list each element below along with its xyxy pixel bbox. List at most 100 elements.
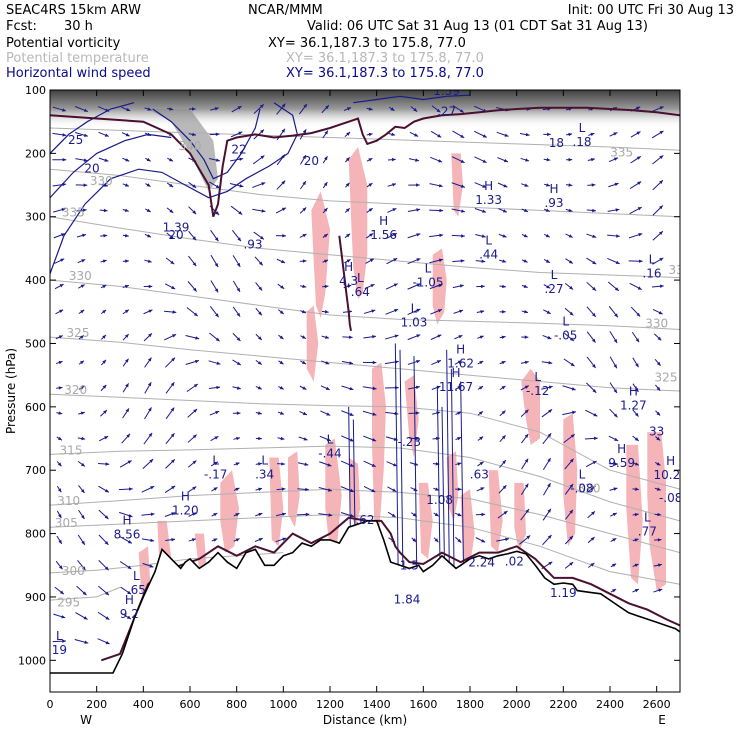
wind-vector-head bbox=[126, 433, 131, 438]
wind-vector bbox=[276, 180, 286, 190]
wind-vector bbox=[452, 130, 465, 139]
wind-vector-head bbox=[345, 208, 350, 212]
wind-vector-head bbox=[368, 107, 373, 111]
wind-vector bbox=[56, 386, 63, 390]
wind-vector bbox=[300, 335, 307, 340]
wind-vector bbox=[608, 435, 619, 442]
wind-vector bbox=[387, 486, 397, 493]
theta-contour-label: 305 bbox=[55, 516, 78, 530]
wind-vector-head bbox=[659, 180, 663, 184]
wind-vector bbox=[543, 157, 551, 162]
wind-vector bbox=[52, 182, 67, 187]
wind-vector bbox=[653, 588, 663, 593]
center-name: NCAR/MMM bbox=[248, 3, 323, 18]
wind-vector-head bbox=[461, 209, 465, 213]
wind-vector bbox=[56, 510, 62, 519]
wind-vector-head bbox=[236, 337, 241, 342]
wind-vector bbox=[253, 104, 265, 114]
pv-extremum-value: .34 bbox=[255, 467, 274, 481]
wind-vector-head bbox=[349, 463, 354, 467]
wind-vector-head bbox=[548, 561, 553, 566]
wind-vector bbox=[143, 284, 153, 289]
wind-vector bbox=[411, 537, 417, 543]
wind-vector-head bbox=[192, 460, 197, 465]
wind-vector-head bbox=[437, 134, 442, 138]
wind-vector-head bbox=[259, 104, 264, 109]
wind-vector-head bbox=[634, 412, 639, 417]
wind-vector bbox=[187, 281, 198, 292]
wind-vector-head bbox=[261, 209, 266, 213]
wind-vector-head bbox=[545, 259, 550, 263]
wind-vector-head bbox=[257, 411, 262, 415]
wind-vector-head bbox=[568, 158, 573, 162]
theta-contour-label: 335 bbox=[669, 263, 692, 277]
wind-contour-label: 18 bbox=[549, 136, 564, 150]
wind-vector-head bbox=[568, 234, 573, 238]
wind-vector-head bbox=[325, 105, 329, 110]
wind-vector bbox=[208, 385, 221, 390]
wind-vector bbox=[277, 283, 285, 290]
wind-vector bbox=[609, 487, 618, 491]
wind-vector bbox=[144, 382, 152, 394]
wind-vector bbox=[121, 433, 131, 444]
wind-vector bbox=[429, 183, 443, 188]
wind-vector bbox=[451, 182, 466, 188]
wind-vector-head bbox=[192, 262, 197, 267]
wind-vector bbox=[186, 307, 199, 317]
wind-vector bbox=[632, 512, 639, 517]
wind-vector-head bbox=[193, 409, 198, 413]
wind-vector bbox=[233, 462, 240, 466]
pv-high-marker: H bbox=[122, 514, 131, 528]
wind-vector-head bbox=[436, 360, 441, 364]
wind-vector bbox=[610, 512, 617, 517]
wind-vector-head bbox=[592, 461, 597, 465]
wind-vector-head bbox=[615, 260, 620, 264]
wind-vector-head bbox=[83, 183, 88, 187]
wind-vector bbox=[432, 411, 441, 415]
wind-vector bbox=[652, 205, 664, 216]
wind-vector bbox=[543, 132, 551, 137]
wind-vector-head bbox=[195, 336, 200, 340]
wind-vector-head bbox=[127, 540, 132, 544]
pv-extremum-value: .93 bbox=[544, 196, 563, 210]
wind-vector-head bbox=[659, 284, 664, 288]
wind-vector-head bbox=[148, 333, 152, 338]
wind-vector bbox=[455, 487, 462, 491]
wind-vector bbox=[497, 510, 508, 519]
wind-vector bbox=[363, 335, 376, 339]
wind-vector bbox=[609, 408, 618, 418]
wind-vector bbox=[366, 157, 373, 162]
wind-vector bbox=[231, 105, 242, 113]
wind-vector-head bbox=[460, 159, 465, 163]
wind-vector-head bbox=[592, 389, 597, 393]
wind-vector bbox=[322, 259, 329, 263]
pv-extremum-value: -.12 bbox=[526, 384, 549, 398]
wind-vector-head bbox=[169, 107, 174, 111]
pv-high-marker: H bbox=[549, 182, 558, 196]
wind-vector bbox=[299, 233, 307, 238]
wind-vector bbox=[119, 536, 133, 544]
wind-vector-head bbox=[636, 131, 641, 135]
wind-vector-head bbox=[169, 183, 174, 188]
wind-vector-head bbox=[57, 436, 62, 441]
wind-vector-head bbox=[636, 106, 641, 110]
wind-vector-head bbox=[659, 205, 663, 210]
wind-vector-head bbox=[105, 616, 110, 620]
wind-speed-contour bbox=[152, 108, 261, 180]
negative-pv-shading bbox=[488, 470, 503, 553]
wind-vector-head bbox=[437, 334, 442, 338]
y-tick-label: 200 bbox=[25, 147, 46, 160]
wind-vector bbox=[344, 131, 351, 137]
wind-vector-head bbox=[124, 334, 129, 338]
wind-vector-head bbox=[346, 259, 351, 263]
pv-extremum-value: 10.27 bbox=[653, 468, 687, 482]
wind-vector bbox=[477, 360, 484, 365]
wind-vector-head bbox=[82, 233, 86, 238]
pv-high-marker: H bbox=[125, 593, 134, 607]
wind-vector-head bbox=[104, 489, 109, 493]
wind-vector bbox=[322, 284, 329, 289]
wind-vector-head bbox=[302, 207, 307, 212]
wind-vector-head bbox=[62, 639, 66, 643]
wind-vector-head bbox=[569, 535, 574, 540]
wind-vector-head bbox=[282, 234, 286, 238]
